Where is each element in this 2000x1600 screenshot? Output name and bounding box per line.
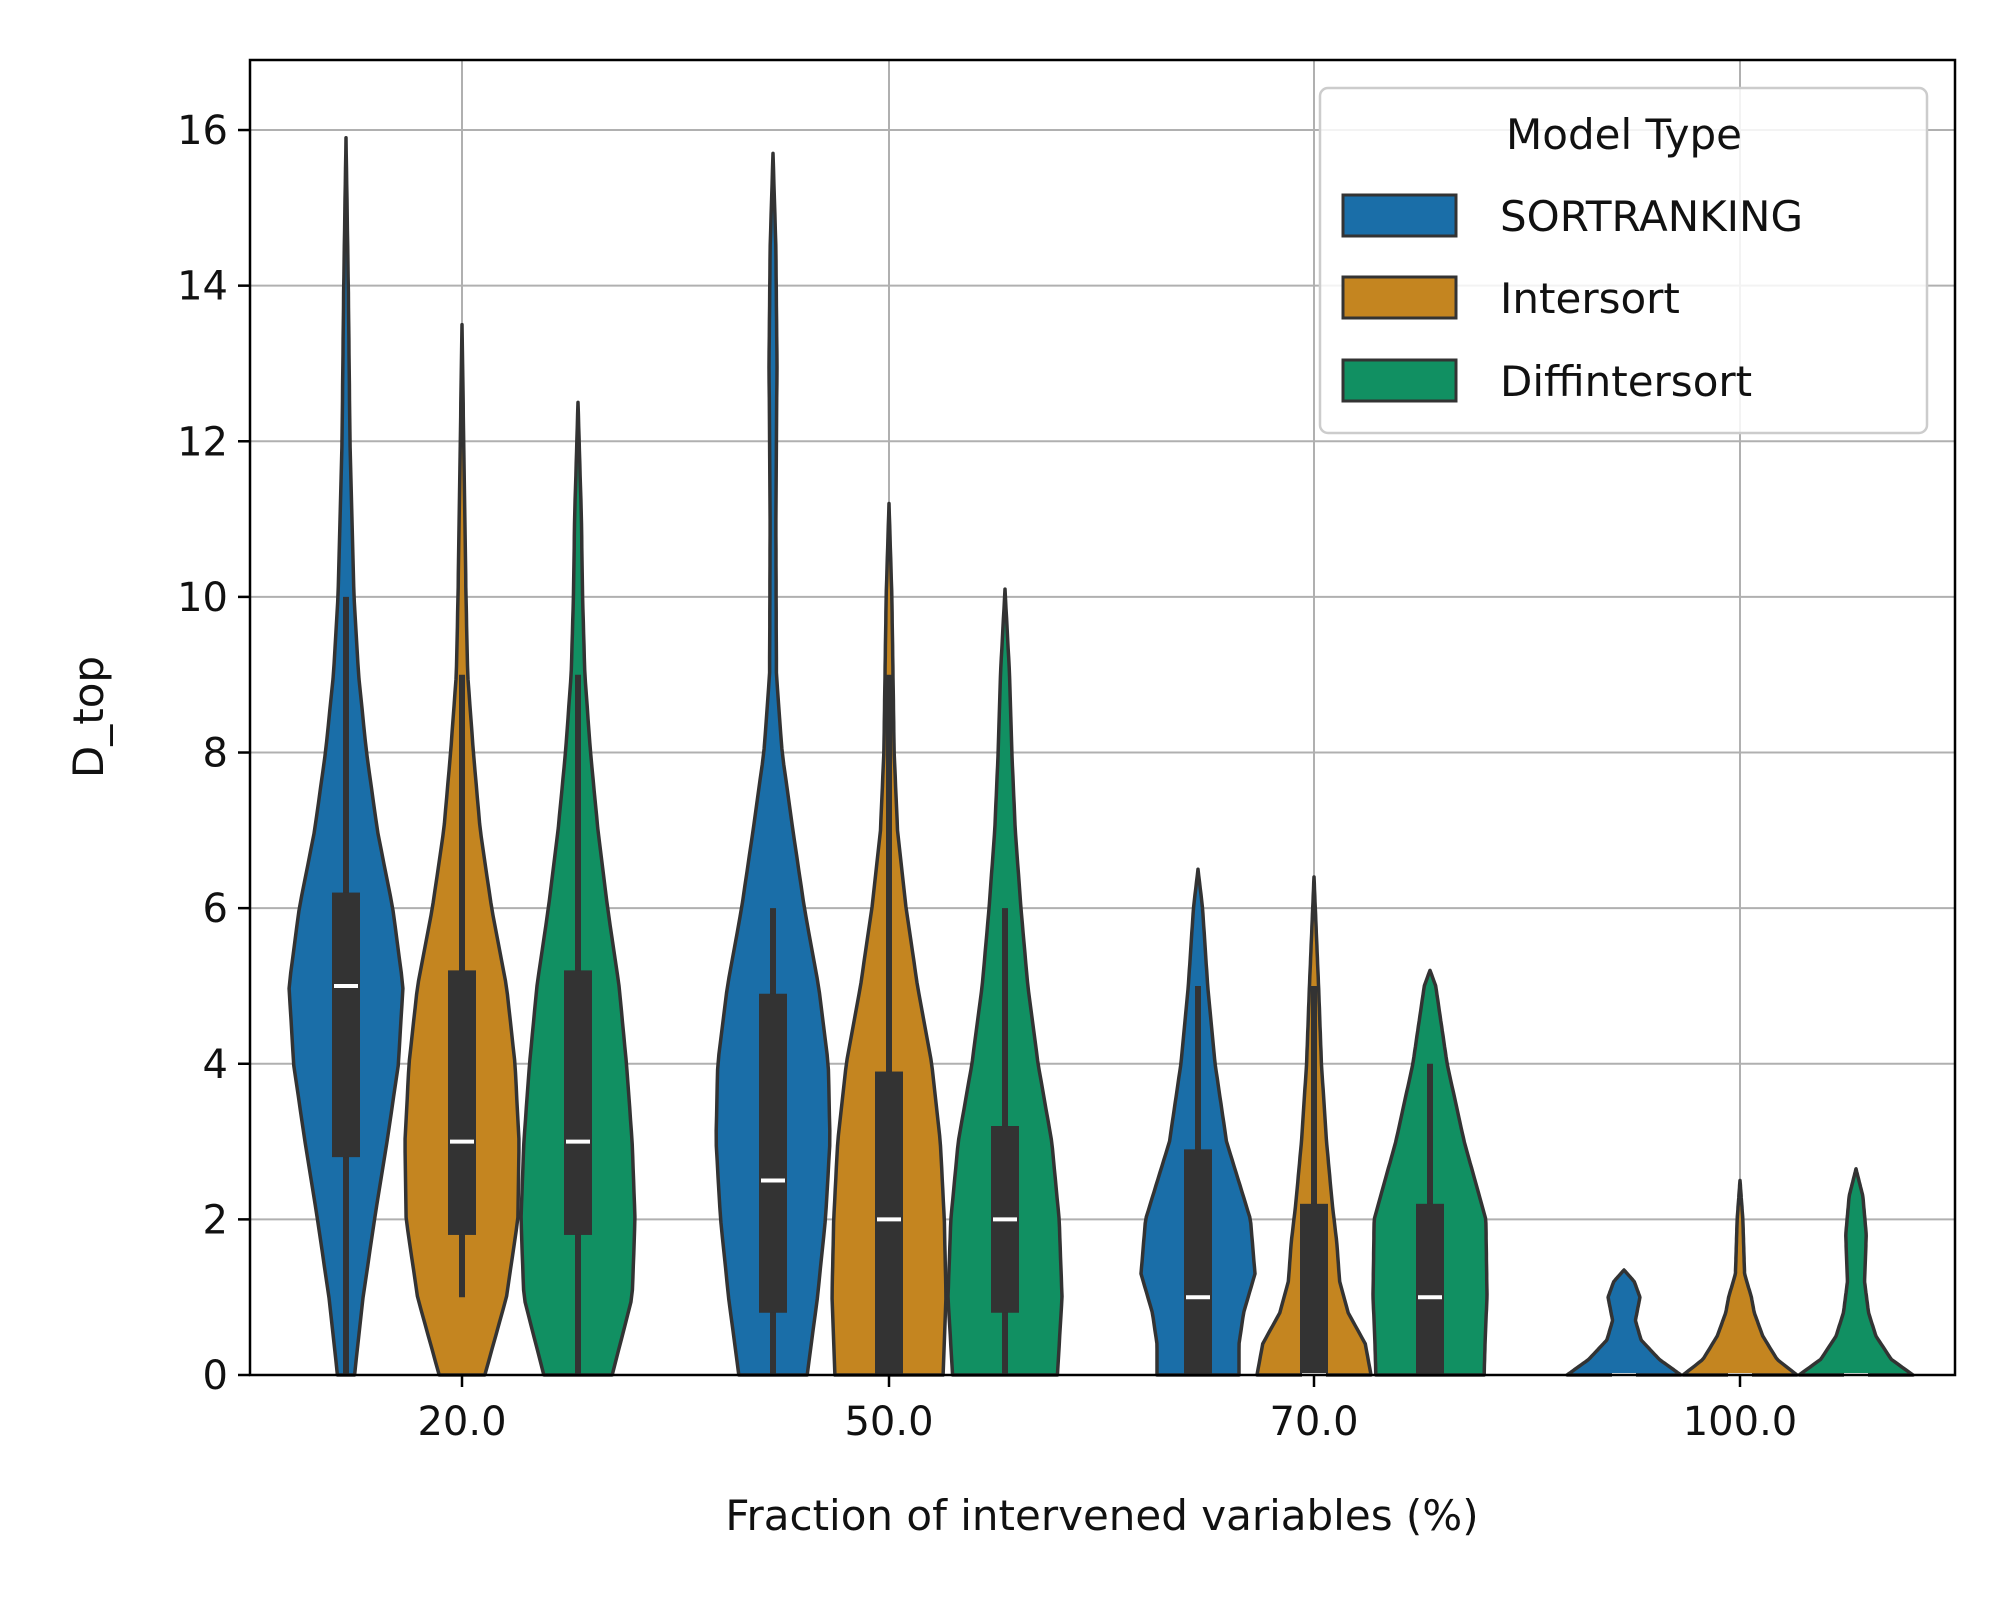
iqr-box-diffintersort-70.0 (1416, 1203, 1444, 1375)
iqr-box-intersort-20.0 (448, 970, 476, 1235)
legend-label-intersort: Intersort (1500, 274, 1680, 323)
legend-frame (1318, 86, 1929, 435)
violin-sortranking-100.0 (1565, 1268, 1683, 1377)
y-tick-label: 16 (177, 108, 228, 154)
y-tick-label: 2 (203, 1197, 228, 1243)
y-tick-label: 12 (177, 419, 228, 465)
violin-intersort-100.0 (1681, 1178, 1799, 1377)
y-tick-label: 0 (203, 1353, 228, 1399)
y-tick-label: 6 (203, 886, 228, 932)
axes: 0 2 4 6 8 10 12 14 16 20.0 50.0 70.0 100.0 (177, 108, 1797, 1445)
x-tick-label: 20.0 (417, 1399, 506, 1445)
x-axis-title: Fraction of intervened variables (%) (725, 1491, 1478, 1540)
y-tick-label: 8 (203, 731, 228, 777)
iqr-box-intersort-70.0 (1300, 1203, 1328, 1375)
y-tick-label: 4 (203, 1042, 228, 1088)
violins (287, 136, 1915, 1377)
legend-label-diffintersort: Diffintersort (1500, 357, 1752, 406)
iqr-box-sortranking-50.0 (759, 993, 787, 1313)
x-tick-label: 70.0 (1269, 1399, 1358, 1445)
x-tick-label: 50.0 (844, 1399, 933, 1445)
legend-swatch-sortranking (1341, 193, 1458, 238)
x-tick-label: 100.0 (1683, 1399, 1798, 1445)
legend: Model Type SORTRANKING Intersort Diffint… (1318, 86, 1929, 435)
legend-label-sortranking: SORTRANKING (1500, 192, 1803, 241)
y-tick-label: 14 (177, 264, 228, 310)
iqr-box-intersort-50.0 (875, 1071, 903, 1375)
iqr-box-diffintersort-20.0 (564, 970, 592, 1235)
iqr-box-sortranking-20.0 (332, 892, 360, 1158)
iqr-box-sortranking-70.0 (1184, 1149, 1212, 1375)
legend-swatch-diffintersort (1341, 358, 1458, 403)
y-tick-label: 10 (177, 575, 228, 621)
violin-sortranking-50.0 (714, 151, 832, 1377)
legend-title: Model Type (1506, 110, 1742, 159)
plot-area-frame (248, 58, 1957, 1377)
legend-swatch-intersort (1341, 275, 1458, 320)
violin-diffintersort-100.0 (1797, 1167, 1915, 1377)
y-axis-title: D_top (64, 656, 113, 778)
